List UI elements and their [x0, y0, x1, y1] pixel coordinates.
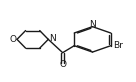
- Text: O: O: [59, 60, 66, 69]
- Text: N: N: [49, 34, 56, 43]
- Text: Br: Br: [113, 41, 123, 50]
- Text: O: O: [9, 35, 16, 44]
- Text: N: N: [89, 20, 96, 29]
